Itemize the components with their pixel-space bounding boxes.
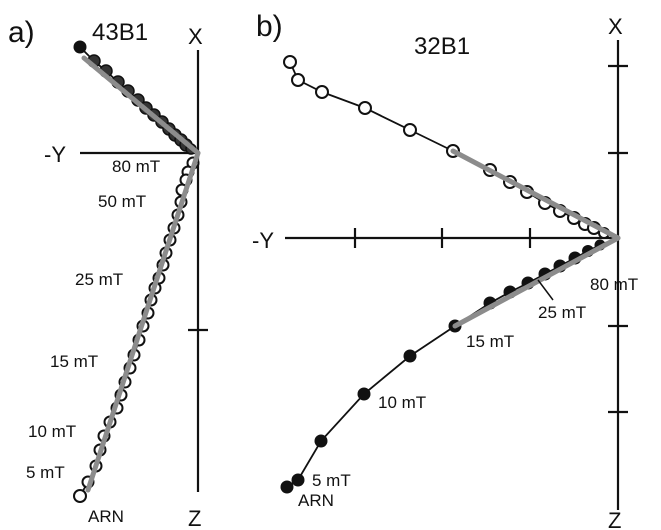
panel-a-step-label: 80 mT bbox=[112, 157, 160, 176]
panel-a-step-label: 10 mT bbox=[28, 422, 76, 441]
panel-a-specimen-name: 43B1 bbox=[92, 19, 148, 46]
data-point-open bbox=[73, 489, 87, 503]
data-point-closed bbox=[314, 434, 328, 448]
panel-b-axis-ticks bbox=[353, 64, 628, 414]
panel-b-step-label: 10 mT bbox=[378, 393, 426, 412]
panel-b-step-label: 25 mT bbox=[538, 303, 586, 322]
panel-a-axis-label-x: X bbox=[188, 24, 203, 49]
panel-a-step-label: 15 mT bbox=[50, 352, 98, 371]
panel-a-step-label: ARN bbox=[88, 507, 124, 526]
panel-a-step-label: 5 mT bbox=[26, 463, 65, 482]
panel-b-axis-label-x: X bbox=[608, 14, 623, 39]
data-point-closed bbox=[357, 387, 371, 401]
panel-a-step-label: 25 mT bbox=[75, 270, 123, 289]
panel-b-horizontal-fit-line bbox=[450, 148, 621, 241]
panel-a-horizontal-fit-line bbox=[81, 55, 201, 156]
data-point-closed bbox=[280, 480, 294, 494]
panel-a-label: a) bbox=[8, 16, 35, 49]
data-point-closed bbox=[291, 473, 305, 487]
panel-b-vertical-path bbox=[286, 237, 619, 488]
data-point-closed bbox=[73, 40, 87, 54]
panel-b-step-label: 5 mT bbox=[312, 471, 351, 490]
panel-b-step-label: ARN bbox=[298, 491, 334, 510]
data-point-open bbox=[291, 73, 305, 87]
panel-b-axis-label-neg-y: -Y bbox=[252, 228, 274, 253]
panel-a: a) 43B1 X -Y Z bbox=[8, 16, 208, 530]
panel-b-step-label: 15 mT bbox=[466, 332, 514, 351]
data-point-closed bbox=[403, 349, 417, 363]
panel-b-axis-label-z: Z bbox=[608, 508, 621, 530]
panel-a-axis-label-neg-y: -Y bbox=[44, 142, 66, 167]
data-point-open bbox=[403, 123, 417, 137]
panel-a-axis-label-z: Z bbox=[188, 506, 201, 530]
panel-b-step-label: 80 mT bbox=[590, 275, 638, 294]
panel-b-vertical-points bbox=[280, 239, 606, 494]
data-point-open bbox=[315, 85, 329, 99]
panel-a-step-label: 50 mT bbox=[98, 192, 146, 211]
data-point-open bbox=[283, 55, 297, 69]
panel-b-label: b) bbox=[256, 10, 283, 43]
panel-b-vertical-fit-line bbox=[452, 235, 621, 329]
panel-a-vertical-fit-line bbox=[85, 150, 201, 493]
data-point-open bbox=[358, 101, 372, 115]
panel-b: b) 32B1 X -Y Z bbox=[252, 10, 638, 530]
panel-b-label-leader-line bbox=[537, 279, 554, 301]
panel-b-specimen-name: 32B1 bbox=[414, 33, 470, 60]
